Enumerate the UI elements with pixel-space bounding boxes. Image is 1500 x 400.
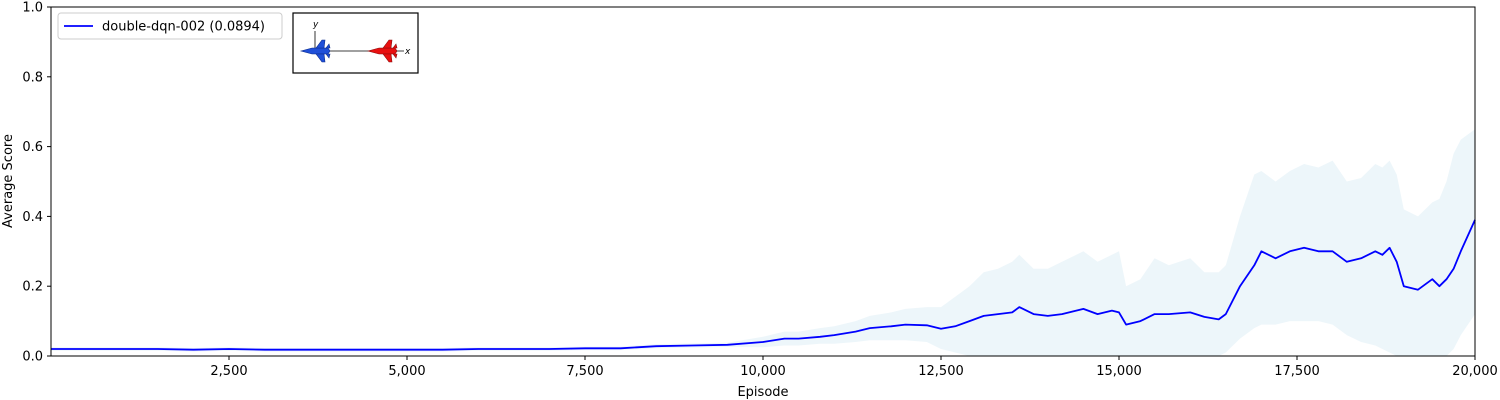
y-tick-label: 0.6 — [22, 140, 43, 155]
legend-box — [57, 12, 283, 40]
red-jet-icon — [366, 39, 398, 63]
y-axis-label: Average Score — [1, 134, 16, 228]
legend: double-dqn-002 (0.0894) — [57, 12, 283, 40]
confidence-band — [51, 129, 1475, 356]
inset-diagram: y x — [292, 12, 419, 74]
x-tick-label: 15,000 — [1096, 364, 1142, 379]
y-tick-label: 0.8 — [22, 70, 43, 85]
blue-jet-icon — [299, 39, 331, 63]
inset-box — [292, 12, 419, 74]
x-tick-label: 17,500 — [1274, 364, 1320, 379]
confidence-band-layer — [51, 129, 1475, 356]
series-line — [51, 219, 1476, 351]
x-tick-label: 2,500 — [210, 364, 247, 379]
x-tick-label: 5,000 — [388, 364, 425, 379]
x-axis-ticks: 2,500 5,000 7,500 10,000 12,500 15,000 17,500 2… — [210, 356, 1498, 379]
plot-area — [51, 7, 1475, 356]
series-line-layer — [51, 219, 1476, 351]
inset-y-label: y — [312, 20, 319, 30]
y-tick-label: 0.4 — [22, 210, 43, 225]
x-tick-label: 10,000 — [740, 364, 786, 379]
y-tick-label: 0.0 — [22, 350, 43, 365]
inset-x-label: x — [404, 47, 411, 57]
legend-entry-label: double-dqn-002 (0.0894) — [102, 20, 265, 35]
y-tick-label: 0.2 — [22, 280, 43, 295]
y-axis-ticks: 0.0 0.2 0.4 0.6 0.8 1.0 — [22, 1, 51, 365]
x-axis-label: Episode — [737, 385, 788, 400]
x-tick-label: 20,000 — [1452, 364, 1498, 379]
x-tick-label: 12,500 — [918, 364, 964, 379]
y-tick-label: 1.0 — [22, 1, 43, 16]
x-tick-label: 7,500 — [566, 364, 603, 379]
